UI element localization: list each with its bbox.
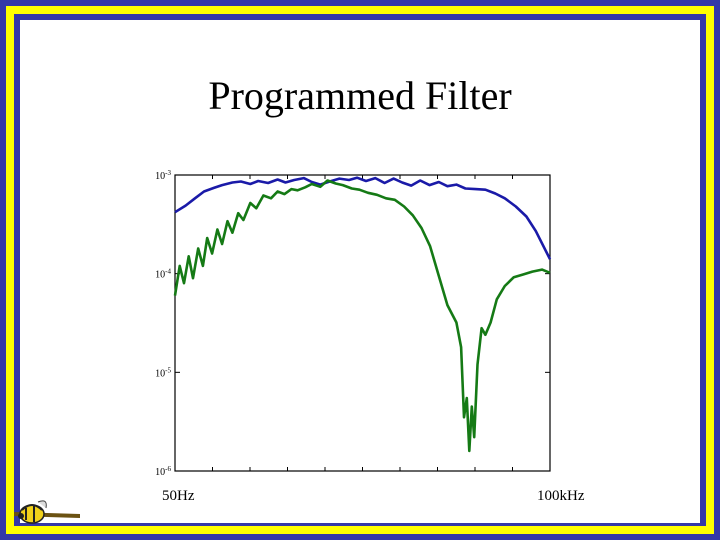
plot-frame (174, 174, 551, 472)
series-line-green (173, 179, 551, 453)
slide-background (20, 20, 700, 523)
x-tick-label-min: 50Hz (162, 488, 195, 504)
y-tick-label: 10-5 (155, 366, 171, 379)
university-logo-icon (14, 500, 80, 524)
x-tick-label-max: 100kHz (537, 488, 585, 504)
y-tick-label: 10-4 (155, 268, 171, 281)
y-tick-label: 10-3 (155, 169, 171, 182)
series-line-blue (174, 176, 552, 260)
slide-title: Programmed Filter (208, 73, 512, 118)
y-tick-label: 10-6 (155, 465, 171, 478)
